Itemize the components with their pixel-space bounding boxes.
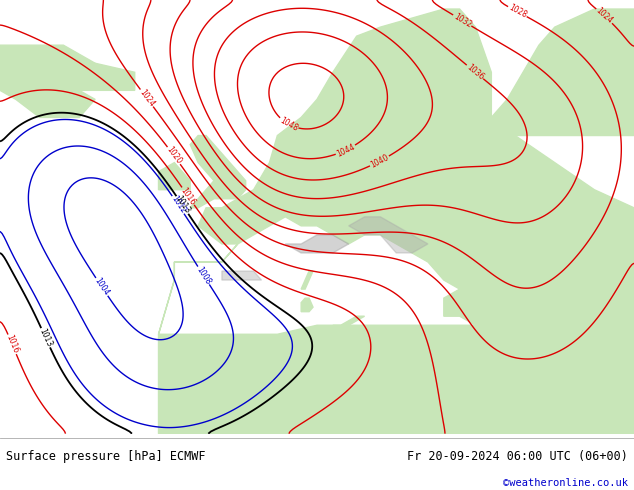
Polygon shape <box>301 271 313 289</box>
Text: 1024: 1024 <box>138 88 156 108</box>
Text: 1008: 1008 <box>195 265 212 286</box>
Text: 1016: 1016 <box>179 186 197 207</box>
Text: 1040: 1040 <box>369 153 390 170</box>
Text: 1048: 1048 <box>278 116 299 133</box>
Text: 1032: 1032 <box>451 12 473 29</box>
Text: 1012: 1012 <box>169 195 187 215</box>
Text: 1013: 1013 <box>173 195 191 216</box>
Text: Fr 20-09-2024 06:00 UTC (06+00): Fr 20-09-2024 06:00 UTC (06+00) <box>407 450 628 463</box>
Polygon shape <box>285 235 349 253</box>
Polygon shape <box>301 298 313 312</box>
Polygon shape <box>444 280 634 334</box>
Text: 1020: 1020 <box>165 145 183 166</box>
Polygon shape <box>158 325 634 434</box>
Text: 1016: 1016 <box>4 334 20 355</box>
Polygon shape <box>278 9 476 163</box>
Polygon shape <box>476 9 634 136</box>
Text: 1004: 1004 <box>93 276 111 297</box>
Polygon shape <box>190 136 246 208</box>
Text: 1044: 1044 <box>335 142 356 158</box>
Polygon shape <box>412 9 491 145</box>
Polygon shape <box>48 63 134 90</box>
Polygon shape <box>0 45 95 99</box>
Text: 1013: 1013 <box>37 327 54 348</box>
Text: ©weatheronline.co.uk: ©weatheronline.co.uk <box>503 478 628 488</box>
Polygon shape <box>222 271 261 280</box>
Polygon shape <box>0 73 95 118</box>
Polygon shape <box>158 118 634 334</box>
Text: 1028: 1028 <box>507 3 528 20</box>
Text: 1036: 1036 <box>465 62 485 81</box>
Text: 1024: 1024 <box>594 6 614 25</box>
Polygon shape <box>349 217 428 253</box>
Polygon shape <box>158 163 190 190</box>
Text: Surface pressure [hPa] ECMWF: Surface pressure [hPa] ECMWF <box>6 450 206 463</box>
Polygon shape <box>333 316 365 330</box>
